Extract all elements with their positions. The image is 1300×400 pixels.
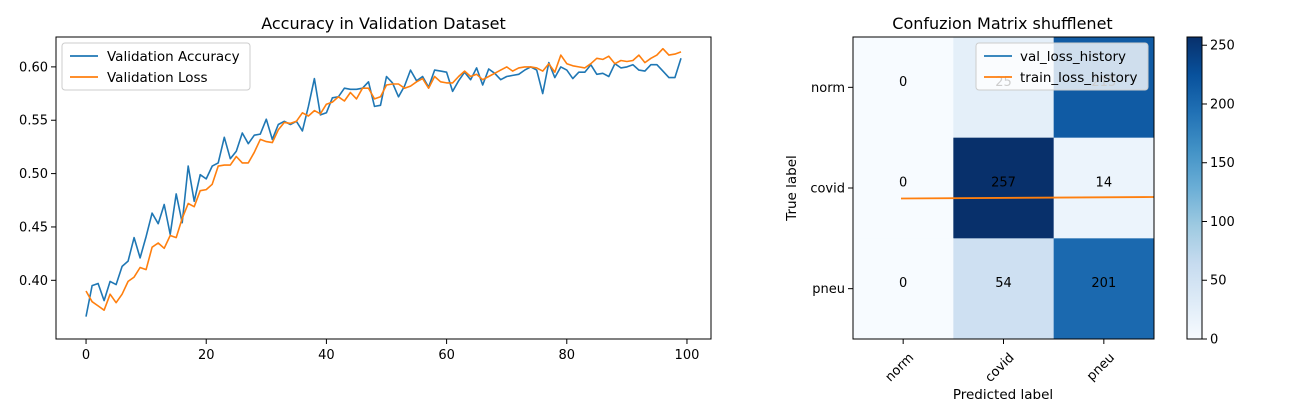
legend: val_loss_history train_loss_history: [975, 42, 1149, 91]
y-axis-label: True label: [784, 155, 800, 222]
colorbar-tick-label: 0: [1210, 333, 1218, 348]
cell-value-label: 0: [899, 276, 907, 291]
cell-value-label: 257: [991, 176, 1016, 191]
colorbar-tick-label: 250: [1210, 39, 1235, 54]
y-tick-label: 0.55: [19, 114, 48, 129]
x-tick-label: 100: [675, 348, 700, 363]
y-tick-label: 0.60: [19, 60, 48, 75]
colorbar-ticks: 0 50 100 150 200 250: [1202, 39, 1235, 348]
x-axis-ticks: 0 20 40 60 80 100: [82, 339, 699, 363]
legend-box: [61, 42, 251, 91]
y-tick-label: 0.50: [19, 167, 48, 182]
y-tick-label: 0.45: [19, 220, 48, 235]
y-tick-label: covid: [810, 182, 845, 197]
x-tick-label: norm: [883, 350, 918, 385]
legend-box: [975, 42, 1149, 91]
x-tick-label: 40: [318, 348, 335, 363]
matrix-cell: [853, 238, 954, 340]
series-line-train-loss-history: [900, 196, 1155, 200]
colorbar-gradient: [1186, 36, 1203, 340]
legend-label-train-loss-history: train_loss_history: [1020, 70, 1137, 86]
accuracy-chart: Accuracy in Validation Dataset 0 20 40 60 80…: [19, 14, 712, 363]
matrix-cell: [853, 137, 954, 239]
x-axis-label: Predicted label: [953, 387, 1053, 400]
colorbar-tick-label: 50: [1210, 274, 1227, 289]
x-tick-label: 20: [198, 348, 215, 363]
y-tick-label: 0.40: [19, 274, 48, 289]
series-line-validation-accuracy: [85, 58, 682, 317]
legend-label-val-loss-history: val_loss_history: [1020, 49, 1126, 65]
matrix-cell: [1053, 137, 1155, 239]
cell-value-label: 14: [1096, 176, 1113, 191]
x-tick-label: 80: [559, 348, 576, 363]
matrix-cell: [853, 37, 954, 139]
x-tick-label: pneu: [1084, 350, 1118, 384]
plot-frame: [55, 36, 712, 340]
confusion-matrix-chart: Confuzion Matrix shufflenet 025215025714…: [784, 14, 1235, 400]
y-tick-label: pneu: [812, 282, 845, 297]
legend-label-validation-loss: Validation Loss: [107, 70, 208, 86]
y-axis-ticks: norm covid pneu: [810, 81, 853, 297]
legend-label-validation-accuracy: Validation Accuracy: [107, 49, 240, 65]
overlay-lines: [900, 196, 1155, 200]
colorbar-tick-label: 150: [1210, 156, 1235, 171]
x-tick-label: 60: [438, 348, 455, 363]
cell-value-label: 0: [899, 176, 907, 191]
y-axis-ticks: 0.40 0.45 0.50 0.55 0.60: [19, 60, 56, 289]
y-tick-label: norm: [811, 81, 845, 96]
series-line-validation-loss: [85, 47, 682, 312]
colorbar: 0 50 100 150 200 250: [1186, 36, 1235, 348]
x-tick-label: 0: [82, 348, 90, 363]
colorbar-tick-label: 100: [1210, 215, 1235, 230]
x-axis-ticks: norm covid pneu: [883, 339, 1118, 386]
matrix-cell: [953, 238, 1055, 340]
matrix-cell: [953, 137, 1055, 239]
chart-title: Accuracy in Validation Dataset: [261, 14, 506, 33]
cell-value-label: 0: [899, 75, 907, 90]
chart-title: Confuzion Matrix shufflenet: [892, 14, 1112, 33]
series-lines: [85, 47, 682, 317]
colorbar-tick-label: 200: [1210, 97, 1235, 112]
legend: Validation Accuracy Validation Loss: [61, 42, 251, 91]
x-tick-label: covid: [982, 350, 1017, 385]
cell-value-label: 201: [1091, 276, 1116, 291]
cell-value-label: 54: [995, 276, 1012, 291]
matrix-cell: [1053, 238, 1155, 340]
